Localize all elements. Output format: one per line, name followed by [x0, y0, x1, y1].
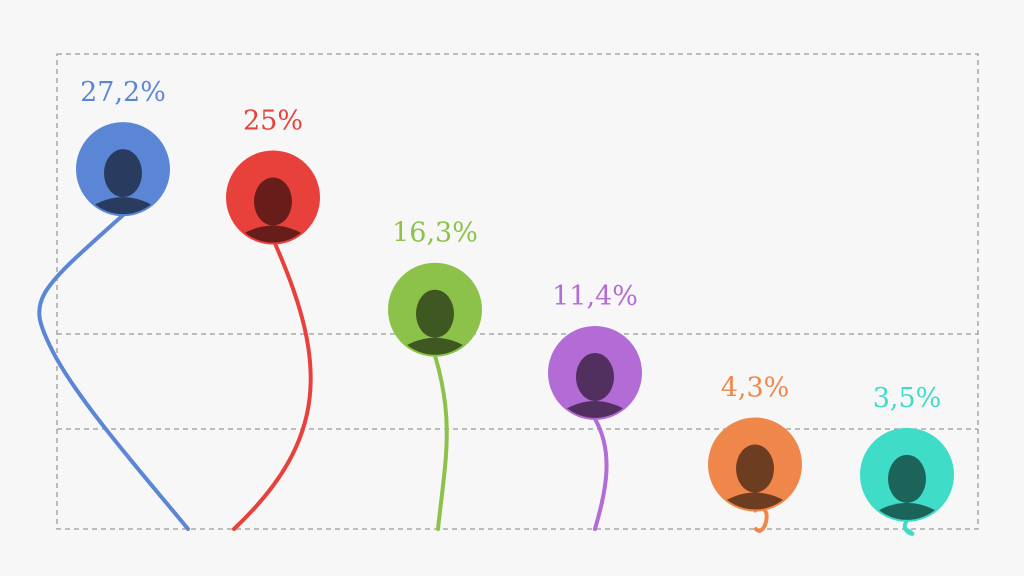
stem-line — [753, 506, 769, 533]
value-label: 4,3% — [721, 373, 790, 404]
bubble-outline — [548, 325, 642, 420]
value-label: 27,2% — [80, 77, 166, 108]
bubble-outline — [76, 122, 170, 217]
bubble-outline — [388, 262, 482, 357]
value-label: 16,3% — [392, 218, 478, 249]
portrait-icon — [104, 149, 142, 198]
stem-line — [433, 353, 449, 531]
stem-line — [902, 518, 915, 536]
stems — [37, 213, 915, 536]
portrait-bubble — [549, 326, 641, 419]
bubble-outline — [708, 417, 802, 512]
portrait-icon — [736, 444, 774, 493]
bubbles — [76, 122, 954, 522]
stem-line — [37, 213, 190, 531]
grid-frame — [56, 53, 979, 530]
grid — [56, 53, 979, 530]
value-label: 25% — [243, 106, 303, 137]
portrait-bubble — [389, 263, 481, 356]
value-labels: 27,2% 25% 16,3% 11,4% 4,3% 3,5% — [80, 77, 941, 414]
value-label: 3,5% — [873, 383, 942, 414]
portrait-icon — [254, 177, 292, 226]
portrait-icon — [416, 289, 454, 338]
bubble-outline — [860, 427, 954, 522]
portrait-bubble — [227, 151, 319, 244]
portrait-icon — [888, 454, 926, 503]
portrait-icon — [576, 352, 614, 401]
stem-line — [232, 241, 313, 531]
stem-line — [593, 416, 609, 531]
bubble-outline — [226, 150, 320, 245]
value-label: 11,4% — [552, 281, 638, 312]
